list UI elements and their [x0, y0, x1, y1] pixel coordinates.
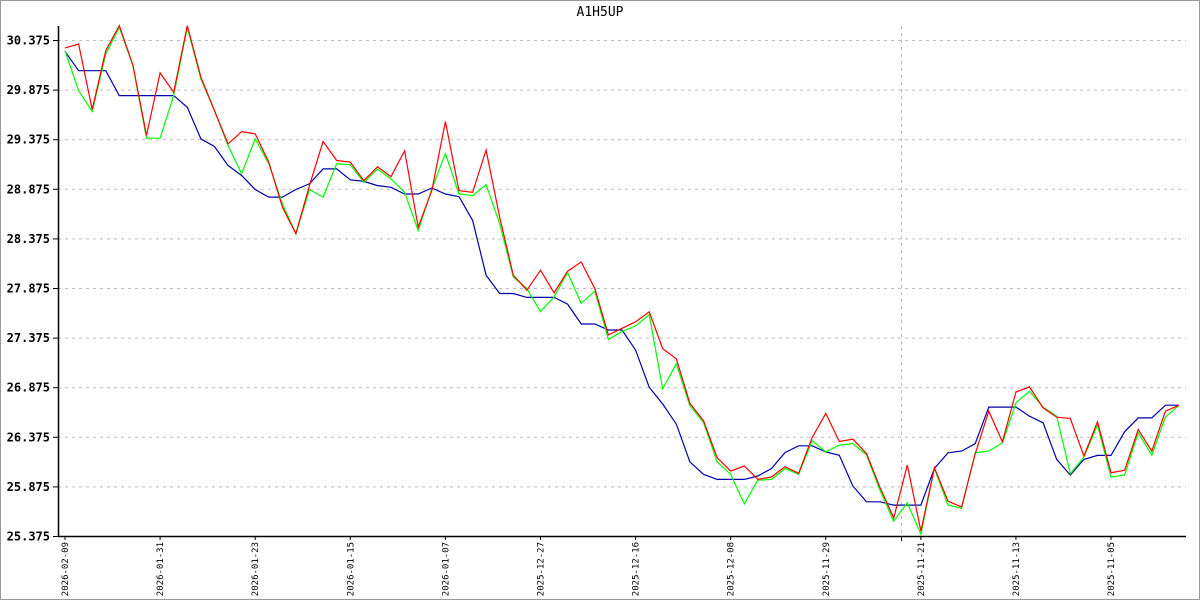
- x-tick-label: 2025-12-27: [536, 542, 546, 596]
- y-tick-label: 28.875: [7, 182, 50, 196]
- y-tick-label: 29.375: [7, 133, 50, 147]
- x-tick-label: 2026-01-15: [346, 542, 356, 596]
- series-line-1: [64, 25, 1180, 537]
- x-tick-label: 2026-01-07: [441, 542, 451, 596]
- x-tick-label: 2026-01-31: [156, 542, 166, 596]
- x-tick-label: 2026-01-23: [251, 542, 261, 596]
- y-tick-label: 26.875: [7, 381, 50, 395]
- x-tick-label: 2025-11-21: [917, 542, 927, 596]
- y-tick-label: 28.375: [7, 232, 50, 246]
- series-line-0: [64, 24, 1180, 532]
- y-tick-label: 25.375: [7, 530, 50, 544]
- y-tick-label: 26.375: [7, 430, 50, 444]
- x-tick-label: 2026-02-09: [61, 542, 71, 596]
- y-tick-label: 27.375: [7, 331, 50, 345]
- x-tick-label: 2025-11-29: [822, 542, 832, 596]
- y-tick-label: 27.875: [7, 282, 50, 296]
- x-tick-label: 2025-12-08: [727, 542, 737, 596]
- y-tick-label: 25.875: [7, 480, 50, 494]
- x-tick-label: 2025-12-16: [632, 542, 642, 596]
- y-tick-label: 29.875: [7, 83, 50, 97]
- chart-title: A1H5UP: [576, 5, 624, 20]
- x-tick-label: 2025-11-13: [1012, 542, 1022, 596]
- y-tick-label: 30.375: [7, 34, 50, 48]
- x-tick-label: 2025-11-05: [1107, 542, 1117, 596]
